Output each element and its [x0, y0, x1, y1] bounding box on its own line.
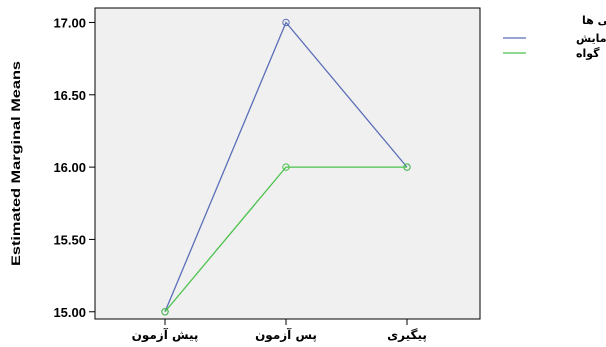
legend-title: آزمودنی ها — [582, 13, 606, 27]
x-tick-label: پیگیری — [387, 328, 427, 342]
y-tick-label: 17.00 — [53, 15, 86, 30]
legend-label: گواه — [576, 47, 600, 60]
legend-label: آزمایش — [576, 31, 606, 45]
x-tick-label: پیش آزمون — [132, 327, 199, 343]
y-tick-label: 15.50 — [53, 232, 86, 247]
y-tick-label: 16.50 — [53, 88, 86, 103]
legend: آزمودنی ها آزمایش گواه — [503, 13, 606, 60]
x-tick-label: پس آزمون — [255, 327, 317, 343]
plot-area — [95, 8, 480, 319]
y-tick-label: 15.00 — [53, 305, 86, 320]
y-axis-label: Estimated Marginal Means — [9, 61, 23, 266]
y-axis: 15.00 15.50 16.00 16.50 17.00 — [53, 15, 95, 319]
y-tick-label: 16.00 — [53, 160, 86, 175]
x-axis: پیش آزمون پس آزمون پیگیری — [132, 319, 427, 343]
